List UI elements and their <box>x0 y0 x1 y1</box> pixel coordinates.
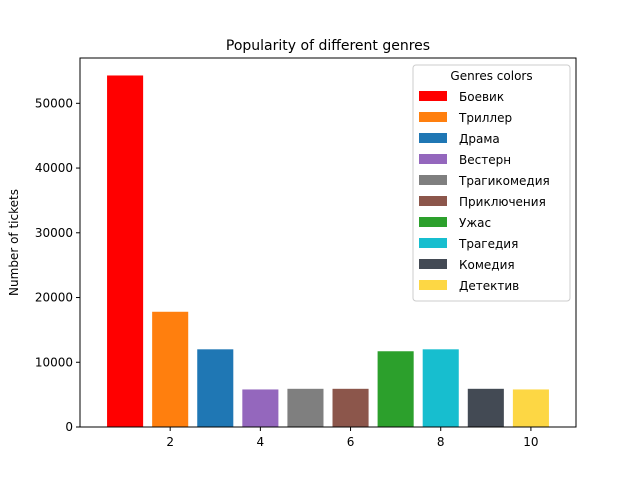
legend-items: Боевик Триллер Драма Вестерн Трагикомедия При… <box>419 90 550 293</box>
x-tick-label: 10 <box>523 435 538 449</box>
legend-frame <box>412 64 571 302</box>
bar-5 <box>287 388 324 427</box>
legend-label: Ужас <box>459 216 491 230</box>
legend-label: Приключения <box>459 195 546 209</box>
axes-frame <box>79 57 577 428</box>
legend-title: Genres colors <box>450 69 532 83</box>
bar-8 <box>422 349 459 427</box>
legend-swatch <box>419 154 447 164</box>
bars-layer <box>107 75 549 428</box>
y-axis-label: Number of tickets <box>7 189 21 296</box>
legend-label: Боевик <box>459 90 504 104</box>
bar-7 <box>377 351 414 427</box>
legend-label: Детектив <box>459 279 519 293</box>
legend-swatch <box>419 133 447 143</box>
legend-swatch <box>419 196 447 206</box>
legend-label: Комедия <box>459 258 515 272</box>
legend-label: Триллер <box>458 111 512 125</box>
bar-3 <box>197 349 234 427</box>
chart-title: Popularity of different genres <box>226 38 430 54</box>
bar-2 <box>152 311 189 427</box>
legend-swatch <box>419 112 447 122</box>
legend-label: Драма <box>459 132 500 146</box>
legend-swatch <box>419 175 447 185</box>
legend-label: Вестерн <box>459 153 511 167</box>
bar-1 <box>107 75 144 428</box>
x-tick-label: 4 <box>257 435 265 449</box>
bar-4 <box>242 389 279 427</box>
legend-swatch <box>419 259 447 269</box>
y-tick-label: 40000 <box>35 161 73 175</box>
x-tick-label: 2 <box>166 435 174 449</box>
legend-label: Трагедия <box>458 237 518 251</box>
bar-6 <box>332 388 369 427</box>
x-tick-label: 8 <box>437 435 445 449</box>
legend-swatch <box>419 280 447 290</box>
legend-label: Трагикомедия <box>458 174 550 188</box>
y-tick-label: 0 <box>65 420 73 434</box>
bar-10 <box>512 389 549 427</box>
y-tick-label: 50000 <box>35 96 73 110</box>
axes-layer: 2 4 6 8 10 0 10000 20000 30000 40000 50000 <box>35 57 577 449</box>
y-tick-label: 30000 <box>35 226 73 240</box>
bar-9 <box>467 388 504 427</box>
y-tick-label: 10000 <box>35 355 73 369</box>
legend-swatch <box>419 238 447 248</box>
x-tick-label: 6 <box>347 435 355 449</box>
y-tick-label: 20000 <box>35 291 73 305</box>
legend-swatch <box>419 217 447 227</box>
legend-swatch <box>419 91 447 101</box>
legend: Genres colors Боевик Триллер Драма Вестерн Т… <box>412 64 571 302</box>
